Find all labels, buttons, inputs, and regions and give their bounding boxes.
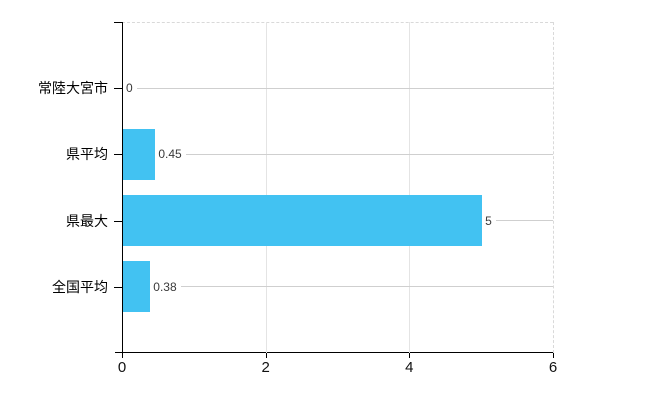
x-axis-tick-0 [122, 353, 123, 358]
category-label: 県平均 [66, 146, 108, 163]
leader-line [185, 153, 553, 155]
x-axis-tick-6 [553, 353, 554, 358]
x-tick-label: 6 [548, 359, 558, 376]
y-axis-line [122, 22, 123, 353]
leader-line [495, 220, 553, 222]
bar [123, 195, 483, 247]
y-axis-category-tick [114, 221, 122, 222]
x-tick-label: 4 [405, 359, 414, 376]
value-label: 0.45 [158, 147, 182, 162]
category-label: 全国平均 [52, 278, 108, 295]
y-axis-category-tick [114, 154, 122, 155]
bar-row: 5 [122, 195, 553, 247]
leader-line [180, 286, 553, 288]
y-axis-category-tick [114, 88, 122, 89]
value-label: 5 [485, 213, 492, 228]
bar [123, 128, 156, 180]
leader-line [136, 87, 553, 89]
x-tick-label: 0 [117, 359, 127, 376]
gridline-x-4 [409, 22, 411, 353]
y-axis-top-tick [114, 22, 122, 23]
gridline-x-2 [265, 22, 267, 353]
x-axis-tick-4 [409, 353, 411, 358]
bar-row: 0.45 [122, 128, 553, 180]
plot-right-border [553, 22, 554, 353]
x-axis-tick-2 [265, 353, 267, 358]
x-axis-line [115, 352, 553, 353]
plot-top-border [122, 22, 553, 23]
category-label: 県最大 [66, 212, 108, 229]
bar-row: 0 [122, 63, 553, 114]
plot-area: 0 2 4 6 0 0.45 5 0.38 [114, 22, 557, 376]
value-label: 0.38 [153, 279, 177, 294]
category-label: 常陸大宮市 [38, 80, 108, 97]
bar-row: 0.38 [122, 261, 553, 313]
value-label: 0 [126, 81, 133, 96]
bar [123, 261, 151, 313]
y-axis-category-tick [114, 287, 122, 288]
x-tick-label: 2 [261, 359, 270, 376]
